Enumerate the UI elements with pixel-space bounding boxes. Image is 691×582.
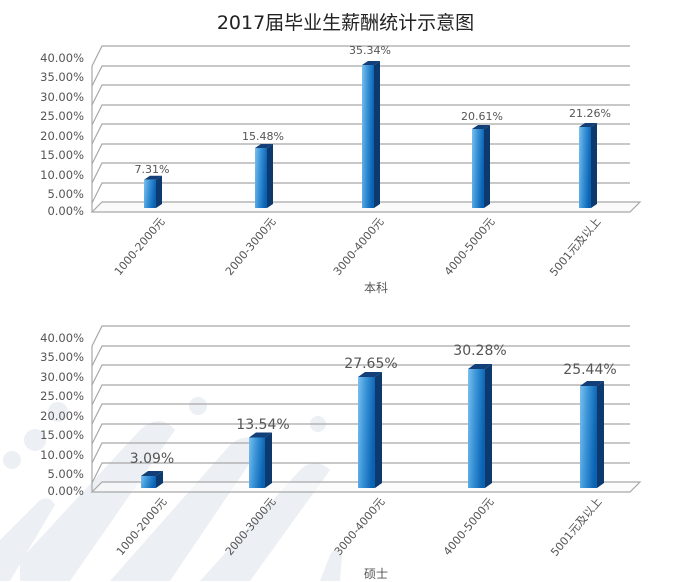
y-tick: 10.00%	[40, 168, 84, 182]
y-tick: 20.00%	[40, 129, 84, 143]
y-tick: 25.00%	[40, 109, 84, 123]
y-tick: 0.00%	[47, 204, 84, 218]
x-axis-title: 硕士	[363, 567, 388, 581]
bar-5001-plus	[580, 381, 604, 488]
y-tick: 15.00%	[40, 148, 84, 162]
chart-master: 40.00% 35.00% 30.00% 25.00% 20.00% 15.00…	[0, 280, 691, 581]
bar-5001-plus	[579, 123, 597, 208]
y-tick: 20.00%	[40, 409, 84, 423]
page-title: 2017届毕业生薪酬统计示意图	[216, 12, 475, 34]
y-tick: 30.00%	[40, 370, 84, 384]
y-tick: 40.00%	[40, 51, 84, 65]
value-label: 21.26%	[569, 107, 611, 120]
y-tick: 35.00%	[40, 350, 84, 364]
bar-3000-4000	[358, 372, 382, 488]
y-tick: 5.00%	[47, 467, 84, 481]
x-axis-title: 本科	[363, 281, 388, 295]
chart-plot-area	[90, 325, 642, 493]
bar-1000-2000	[141, 471, 163, 488]
y-tick: 35.00%	[40, 70, 84, 84]
value-label: 3.09%	[129, 451, 175, 467]
y-tick: 5.00%	[47, 187, 84, 201]
value-label: 15.48%	[242, 130, 284, 143]
value-label: 13.54%	[236, 417, 290, 433]
chart-plot-area	[90, 45, 642, 213]
value-label: 27.65%	[344, 356, 398, 372]
y-tick: 30.00%	[40, 90, 84, 104]
y-tick: 40.00%	[40, 331, 84, 345]
value-label: 20.61%	[461, 110, 503, 123]
chart-undergraduate: 40.00% 35.00% 30.00% 25.00% 20.00% 15.00…	[40, 44, 642, 295]
bar-4000-5000	[468, 364, 492, 488]
y-tick: 0.00%	[47, 484, 84, 498]
y-tick: 25.00%	[40, 389, 84, 403]
bar-2000-3000	[249, 432, 272, 488]
value-label: 7.31%	[134, 163, 170, 176]
value-label: 25.44%	[563, 362, 617, 378]
bar-1000-2000	[144, 175, 162, 208]
y-tick: 10.00%	[40, 448, 84, 462]
bar-2000-3000	[255, 144, 273, 208]
y-tick: 15.00%	[40, 428, 84, 442]
value-label: 30.28%	[453, 343, 507, 359]
bar-3000-4000	[362, 61, 380, 208]
bar-4000-5000	[472, 125, 490, 208]
value-label: 35.34%	[349, 44, 391, 57]
